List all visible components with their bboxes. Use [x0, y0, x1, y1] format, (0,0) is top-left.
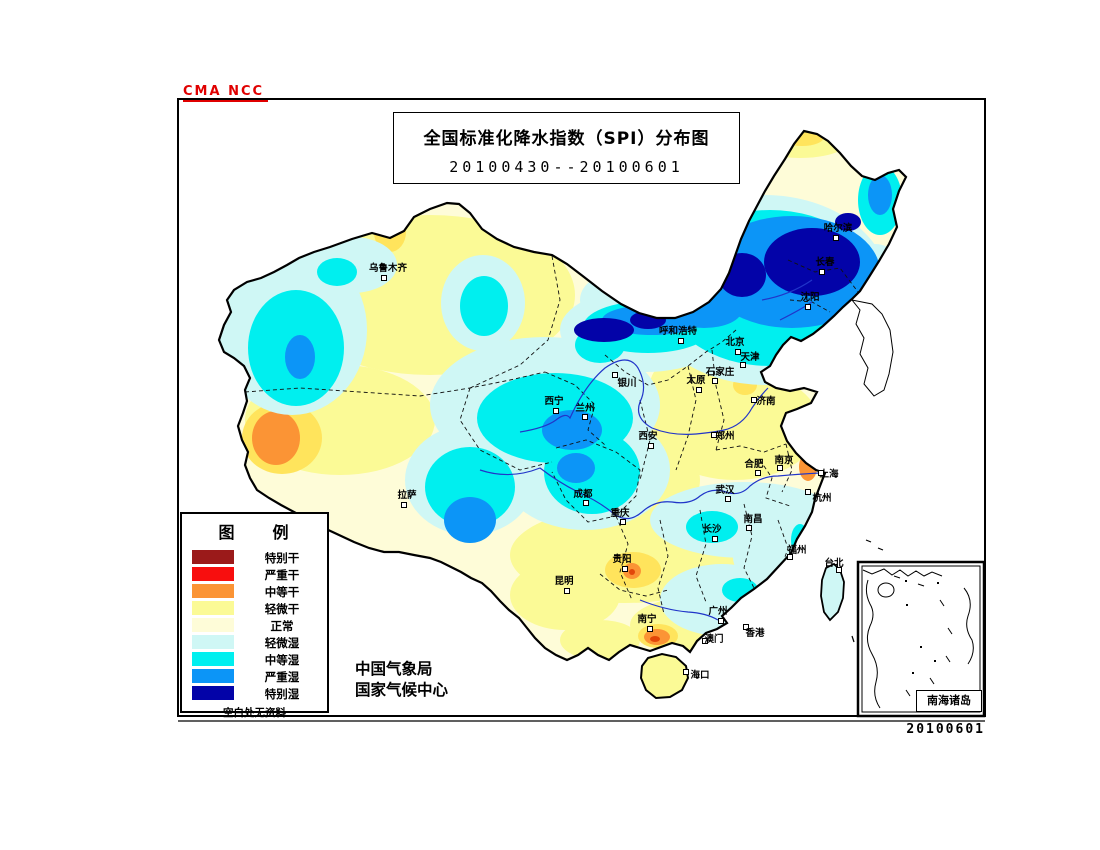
legend-item: 严重湿 [182, 668, 327, 685]
map-date-range: 20100430--20100601 [449, 158, 684, 176]
china-national-border [217, 129, 908, 662]
legend-swatch-icon [192, 601, 234, 615]
legend-title: 图 例 [218, 523, 291, 542]
legend-swatch-icon [192, 686, 234, 700]
legend-swatch-icon [192, 567, 234, 581]
legend-item-label: 正常 [270, 619, 294, 633]
legend-swatch-icon [192, 584, 234, 598]
legend-item: 特别干 [182, 549, 327, 566]
taiwan-island [820, 562, 845, 622]
inset-label-box: 南海诸岛 [916, 690, 982, 712]
legend-item-label: 中等干 [264, 585, 300, 599]
legend-item: 严重干 [182, 566, 327, 583]
legend-swatch-icon [192, 635, 234, 649]
legend-item: 中等干 [182, 583, 327, 600]
org-line1: 中国气象局 [355, 660, 433, 678]
province-borders [244, 255, 859, 615]
legend-swatch-icon [192, 652, 234, 666]
map-frame [177, 98, 986, 722]
legend-item: 轻微湿 [182, 634, 327, 651]
org-line2: 国家气候中心 [355, 681, 449, 699]
map-title: 全国标准化降水指数（SPI）分布图 [423, 129, 710, 149]
legend-item-label: 中等湿 [264, 653, 300, 667]
map-title-box: 全国标准化降水指数（SPI）分布图 20100430--20100601 [393, 112, 740, 184]
legend-footnote: 空白处无资料 [223, 707, 286, 719]
legend-items: 特别干严重干中等干轻微干正常轻微湿中等湿严重湿特别湿 [182, 549, 327, 702]
legend-item: 特别湿 [182, 685, 327, 702]
legend-item-label: 特别干 [264, 551, 300, 565]
korea-outline [850, 299, 894, 397]
rivers [479, 279, 821, 621]
legend-box: 图 例 特别干严重干中等干轻微干正常轻微湿中等湿严重湿特别湿 空白处无资料 [180, 512, 329, 719]
legend-item-label: 特别湿 [264, 687, 300, 701]
corner-date: 20100601 [906, 722, 985, 737]
legend-item-label: 轻微干 [264, 602, 300, 616]
cma-ncc-watermark: CMA NCC [183, 84, 269, 102]
legend-swatch-icon [192, 550, 234, 564]
legend-item: 正常 [182, 617, 327, 634]
legend-item: 轻微干 [182, 600, 327, 617]
organization-text: 中国气象局 国家气候中心 [355, 659, 448, 701]
hainan-island [639, 652, 690, 700]
legend-item-label: 严重湿 [264, 670, 300, 684]
legend-item-label: 轻微湿 [264, 636, 300, 650]
legend-swatch-icon [192, 618, 234, 632]
legend-item-label: 严重干 [264, 568, 300, 582]
legend-swatch-icon [192, 669, 234, 683]
legend-item: 中等湿 [182, 651, 327, 668]
